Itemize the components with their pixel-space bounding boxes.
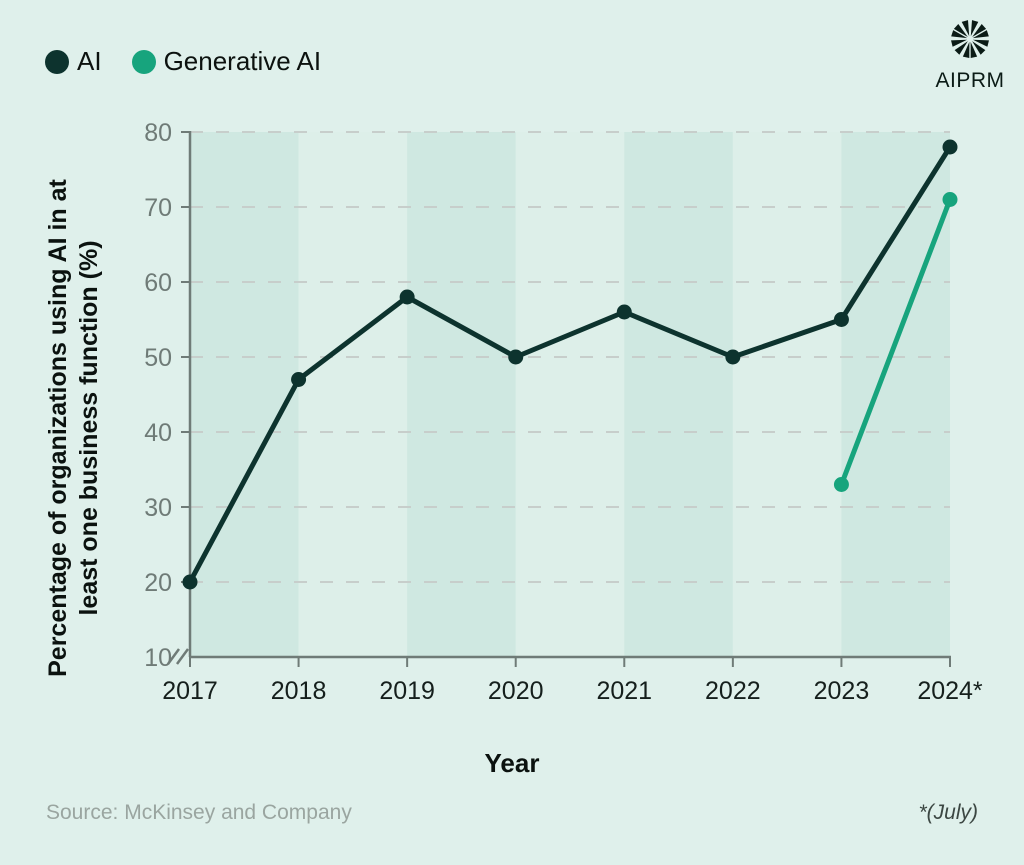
- aiprm-logo-text: AIPRM: [935, 69, 1005, 92]
- legend-item-generative-ai: Generative AI: [131, 46, 322, 77]
- y-axis-title-line2: least one business function (%): [75, 240, 103, 616]
- data-point-ai: [725, 349, 741, 365]
- data-point-ai: [942, 139, 958, 155]
- background-band: [624, 132, 733, 657]
- data-point-ai: [182, 574, 198, 590]
- data-point-ai: [291, 372, 307, 387]
- x-tick-label: 2020: [488, 677, 544, 705]
- y-tick-label: 20: [144, 569, 172, 597]
- x-tick-label: 2017: [162, 677, 218, 705]
- data-point-ai: [616, 304, 632, 320]
- data-point-generative-ai: [942, 192, 958, 207]
- x-tick-label: 2019: [379, 677, 435, 705]
- y-tick-label: 80: [144, 119, 172, 147]
- background-band: [515, 132, 625, 657]
- legend-label-ai: AI: [77, 46, 102, 76]
- x-axis-title: Year: [484, 748, 540, 778]
- series-line-generative-ai: [838, 197, 953, 487]
- footnote-july: *(July): [918, 801, 978, 824]
- background-band: [190, 132, 299, 657]
- x-tick-label: 2018: [271, 677, 327, 705]
- background-band: [407, 132, 516, 657]
- background-band: [732, 132, 842, 657]
- axis-break-icon: [166, 648, 181, 665]
- x-tick-label: 2023: [814, 677, 870, 705]
- background-band: [298, 132, 408, 657]
- y-axis-title-line1: Percentage of organizations using AI in …: [44, 179, 72, 677]
- legend-swatch-ai-icon: [45, 49, 69, 74]
- data-point-ai: [399, 289, 415, 305]
- aiprm-logo: AIPRM: [934, 16, 1006, 93]
- legend-label-generative-ai: Generative AI: [163, 46, 322, 76]
- background-band: [841, 132, 950, 657]
- axis-break-icon: [175, 648, 190, 665]
- x-tick-label: 2021: [596, 677, 652, 705]
- y-tick-label: 50: [144, 344, 172, 372]
- data-point-ai: [833, 312, 849, 327]
- data-point-ai: [508, 349, 524, 365]
- y-tick-label: 30: [144, 494, 172, 522]
- legend-swatch-generative-ai-icon: [131, 49, 156, 74]
- y-tick-label: 10: [144, 644, 172, 672]
- source-text: Source: McKinsey and Company: [46, 801, 352, 824]
- aiprm-logo-icon: [945, 20, 995, 63]
- data-point-generative-ai: [833, 477, 849, 492]
- y-tick-label: 70: [144, 194, 172, 222]
- y-tick-label: 40: [144, 419, 172, 447]
- x-tick-label: 2022: [705, 677, 761, 705]
- series-line-ai: [187, 144, 953, 585]
- legend-item-ai: AI: [45, 46, 102, 77]
- x-tick-label: 2024*: [917, 677, 983, 705]
- legend: AI Generative AI: [45, 46, 321, 77]
- y-axis-title: Percentage of organizations using AI in …: [43, 128, 105, 728]
- y-tick-label: 60: [144, 269, 172, 297]
